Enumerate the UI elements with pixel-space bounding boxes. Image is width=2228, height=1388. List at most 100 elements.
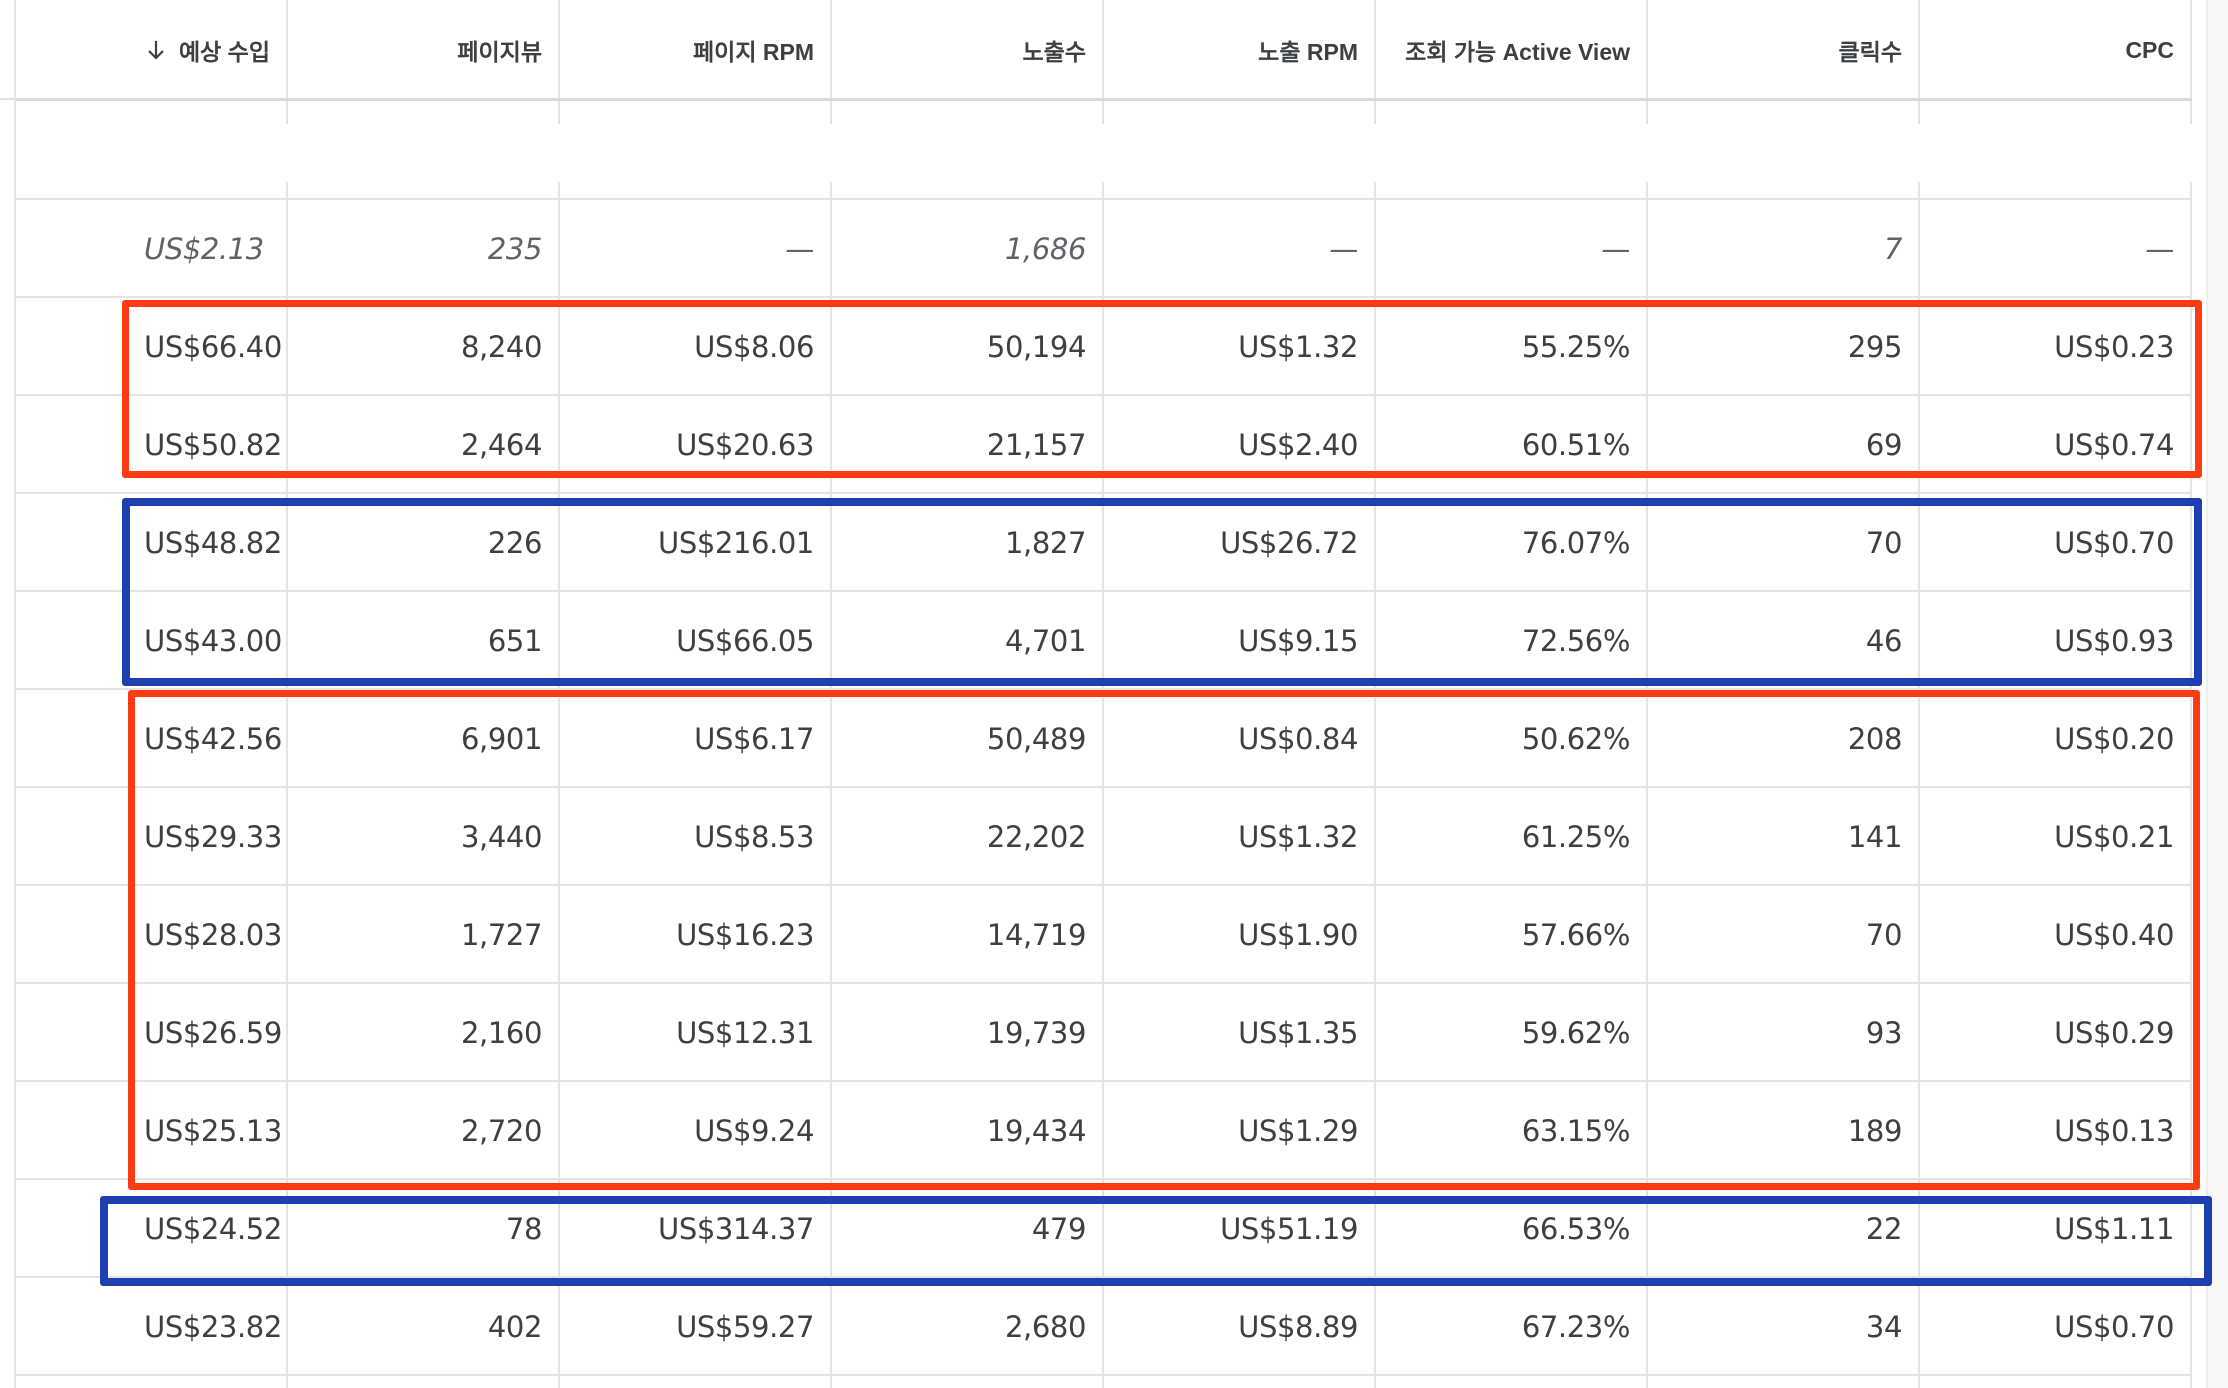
- table-cell: US$0.29: [2054, 1016, 2174, 1050]
- table-cell: 57.66%: [1521, 918, 1631, 952]
- table-cell: 14,719: [986, 918, 1086, 952]
- column-divider: [1918, 182, 1920, 1388]
- column-divider: [1102, 182, 1104, 1388]
- row-divider: [16, 296, 2192, 298]
- table-cell: US$25.13: [144, 1114, 282, 1148]
- table-cell: US$9.24: [694, 1114, 814, 1148]
- table-cell: 59.62%: [1521, 1016, 1631, 1050]
- table-cell: 1,827: [1004, 526, 1086, 560]
- column-header-6[interactable]: 클릭수: [1648, 0, 1920, 100]
- table-cell: —: [785, 232, 814, 266]
- column-divider: [1646, 182, 1648, 1388]
- table-cell: US$314.37: [658, 1212, 814, 1246]
- column-header-4[interactable]: 노출 RPM: [1104, 0, 1376, 100]
- table-cell: 76.07%: [1521, 526, 1631, 560]
- table-cell: 70: [1865, 526, 1903, 560]
- table-cell: 50.62%: [1521, 722, 1631, 756]
- table-cell: US$24.52: [144, 1212, 282, 1246]
- column-divider: [830, 0, 832, 124]
- scrollbar-track[interactable]: [2206, 0, 2228, 1388]
- table-cell: 2,464: [460, 428, 542, 462]
- table-cell: US$1.32: [1238, 330, 1358, 364]
- table-cell: 34: [1865, 1310, 1903, 1344]
- table-cell: US$28.03: [144, 918, 282, 952]
- highlight-box: [128, 690, 2200, 1190]
- column-divider: [1102, 0, 1104, 124]
- table-cell: 8,240: [460, 330, 542, 364]
- table-cell: 2,160: [460, 1016, 542, 1050]
- row-divider: [16, 688, 2192, 690]
- table-cell: US$66.05: [676, 624, 814, 658]
- table-cell: US$2.13: [144, 232, 264, 266]
- row-label-column: [0, 0, 16, 1388]
- table-cell: US$1.11: [2054, 1212, 2174, 1246]
- column-header-label: 페이지뷰: [457, 39, 542, 65]
- table-cell: US$0.23: [2054, 330, 2174, 364]
- row-divider: [16, 1276, 2192, 1278]
- sort-descending-icon[interactable]: [145, 38, 167, 62]
- table-cell: US$66.40: [144, 330, 282, 364]
- table-cell: 226: [487, 526, 543, 560]
- table-cell: US$16.23: [676, 918, 814, 952]
- table-cell: US$0.70: [2054, 526, 2174, 560]
- table-cell: 46: [1865, 624, 1903, 658]
- column-header-1[interactable]: 페이지뷰: [288, 0, 560, 100]
- table-cell: US$12.31: [676, 1016, 814, 1050]
- highlight-box: [122, 300, 2202, 478]
- report-table: 예상 수입 페이지뷰 페이지 RPM 노출수 노출 RPM 조회 가능 Active Vi…: [16, 0, 2206, 1388]
- header-divider: [16, 98, 2192, 101]
- table-cell: US$2.40: [1238, 428, 1358, 462]
- column-header-label: CPC: [2125, 36, 2174, 63]
- table-cell: 21,157: [986, 428, 1086, 462]
- table-cell: 50,194: [986, 330, 1086, 364]
- column-divider: [558, 182, 560, 1388]
- table-cell: US$8.06: [694, 330, 814, 364]
- divider: [0, 98, 14, 100]
- table-cell: US$1.90: [1238, 918, 1358, 952]
- table-cell: 3,440: [460, 820, 542, 854]
- table-cell: 55.25%: [1521, 330, 1631, 364]
- table-cell: 6,901: [460, 722, 542, 756]
- table-cell: 60.51%: [1521, 428, 1631, 462]
- table-cell: US$0.40: [2054, 918, 2174, 952]
- column-divider: [2190, 0, 2192, 124]
- table-cell: 2,720: [460, 1114, 542, 1148]
- table-cell: US$29.33: [144, 820, 282, 854]
- column-header-0[interactable]: 예상 수입: [16, 0, 288, 100]
- table-cell: —: [1601, 232, 1630, 266]
- column-header-label: 노출수: [1022, 39, 1086, 65]
- table-cell: 402: [487, 1310, 543, 1344]
- table-cell: 141: [1847, 820, 1903, 854]
- row-divider: [16, 492, 2192, 494]
- table-cell: 1,686: [1004, 232, 1086, 266]
- column-divider: [286, 182, 288, 1388]
- table-cell: US$59.27: [676, 1310, 814, 1344]
- column-header-7[interactable]: CPC: [1920, 0, 2192, 100]
- table-cell: US$42.56: [144, 722, 282, 756]
- column-header-label: 노출 RPM: [1258, 39, 1358, 65]
- table-cell: US$51.19: [1220, 1212, 1358, 1246]
- column-header-3[interactable]: 노출수: [832, 0, 1104, 100]
- table-cell: 235: [487, 232, 543, 266]
- table-cell: 78: [505, 1212, 543, 1246]
- row-divider: [16, 786, 2192, 788]
- table-cell: US$0.21: [2054, 820, 2174, 854]
- table-cell: 19,739: [986, 1016, 1086, 1050]
- column-divider: [1646, 0, 1648, 124]
- table-cell: 189: [1847, 1114, 1903, 1148]
- column-divider: [2190, 182, 2192, 1388]
- column-header-5[interactable]: 조회 가능 Active View: [1376, 0, 1648, 100]
- table-cell: US$50.82: [144, 428, 282, 462]
- column-divider: [1918, 0, 1920, 124]
- table-cell: 69: [1865, 428, 1903, 462]
- table-cell: 61.25%: [1521, 820, 1631, 854]
- table-cell: US$1.29: [1238, 1114, 1358, 1148]
- table-cell: US$0.93: [2054, 624, 2174, 658]
- column-divider: [830, 182, 832, 1388]
- table-cell: 66.53%: [1521, 1212, 1631, 1246]
- column-header-2[interactable]: 페이지 RPM: [560, 0, 832, 100]
- table-cell: US$9.15: [1238, 624, 1358, 658]
- column-header-label: 클릭수: [1838, 39, 1902, 65]
- row-divider: [16, 884, 2192, 886]
- table-cell: —: [1329, 232, 1358, 266]
